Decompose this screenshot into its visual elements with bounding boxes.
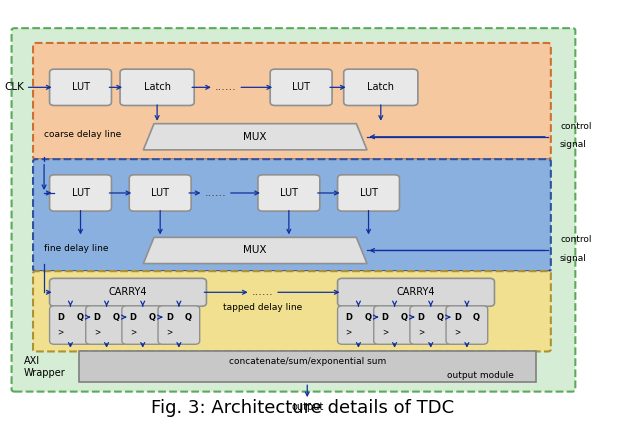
FancyBboxPatch shape <box>33 43 551 159</box>
FancyBboxPatch shape <box>270 69 332 106</box>
Text: tapped delay line: tapped delay line <box>223 304 302 312</box>
Text: >: > <box>130 327 136 337</box>
Text: >: > <box>418 327 424 337</box>
Text: coarse delay line: coarse delay line <box>44 130 121 139</box>
FancyBboxPatch shape <box>446 306 488 344</box>
Text: output: output <box>291 402 323 412</box>
Text: >: > <box>346 327 352 337</box>
FancyBboxPatch shape <box>338 175 399 211</box>
FancyBboxPatch shape <box>129 175 191 211</box>
Text: CARRY4: CARRY4 <box>397 287 435 297</box>
FancyBboxPatch shape <box>120 69 194 106</box>
Text: D: D <box>129 312 137 322</box>
Text: LUT: LUT <box>151 188 169 198</box>
Text: >: > <box>94 327 100 337</box>
Text: signal: signal <box>560 140 587 149</box>
Text: CARRY4: CARRY4 <box>109 287 147 297</box>
Text: CLK: CLK <box>4 82 24 92</box>
FancyBboxPatch shape <box>50 306 91 344</box>
Text: MUX: MUX <box>243 245 267 255</box>
FancyBboxPatch shape <box>50 278 207 306</box>
Text: concatenate/sum/exponential sum: concatenate/sum/exponential sum <box>229 357 386 366</box>
FancyBboxPatch shape <box>33 271 551 351</box>
Text: D: D <box>381 312 389 322</box>
FancyBboxPatch shape <box>410 306 452 344</box>
Text: control: control <box>560 122 592 131</box>
Bar <box>79 351 536 382</box>
Text: D: D <box>166 312 173 322</box>
FancyBboxPatch shape <box>338 278 494 306</box>
Text: Q: Q <box>473 312 480 322</box>
Polygon shape <box>143 124 367 150</box>
Text: LUT: LUT <box>360 188 378 198</box>
Text: ......: ...... <box>215 82 237 92</box>
Text: signal: signal <box>560 254 587 262</box>
Text: AXI
Wrapper: AXI Wrapper <box>24 356 65 378</box>
FancyBboxPatch shape <box>50 175 111 211</box>
Text: Q: Q <box>149 312 156 322</box>
Text: LUT: LUT <box>292 82 310 92</box>
FancyBboxPatch shape <box>338 306 379 344</box>
Text: >: > <box>454 327 460 337</box>
Text: LUT: LUT <box>72 188 90 198</box>
Text: >: > <box>382 327 388 337</box>
Polygon shape <box>143 237 367 264</box>
FancyBboxPatch shape <box>86 306 128 344</box>
Text: >: > <box>166 327 172 337</box>
Text: control: control <box>560 235 592 244</box>
Text: Latch: Latch <box>144 82 170 92</box>
FancyBboxPatch shape <box>158 306 200 344</box>
Text: ......: ...... <box>205 188 226 198</box>
Text: D: D <box>417 312 425 322</box>
Text: Q: Q <box>77 312 83 322</box>
Text: ......: ...... <box>252 287 274 297</box>
Text: Q: Q <box>185 312 192 322</box>
Text: MUX: MUX <box>243 132 267 142</box>
Text: LUT: LUT <box>280 188 298 198</box>
FancyBboxPatch shape <box>122 306 164 344</box>
Text: output module: output module <box>447 371 514 380</box>
Text: LUT: LUT <box>72 82 90 92</box>
Text: Q: Q <box>401 312 407 322</box>
Text: >: > <box>58 327 64 337</box>
Text: D: D <box>93 312 101 322</box>
Text: D: D <box>454 312 461 322</box>
FancyBboxPatch shape <box>50 69 111 106</box>
Text: Latch: Latch <box>367 82 394 92</box>
Text: Q: Q <box>437 312 443 322</box>
FancyBboxPatch shape <box>258 175 320 211</box>
FancyBboxPatch shape <box>344 69 418 106</box>
Text: D: D <box>345 312 352 322</box>
Text: Q: Q <box>364 312 371 322</box>
Text: fine delay line: fine delay line <box>44 244 109 253</box>
FancyBboxPatch shape <box>33 159 551 271</box>
FancyBboxPatch shape <box>12 28 575 392</box>
Text: Fig. 3: Architecture details of TDC: Fig. 3: Architecture details of TDC <box>151 399 454 417</box>
Text: D: D <box>57 312 64 322</box>
Text: Q: Q <box>113 312 119 322</box>
FancyBboxPatch shape <box>374 306 415 344</box>
